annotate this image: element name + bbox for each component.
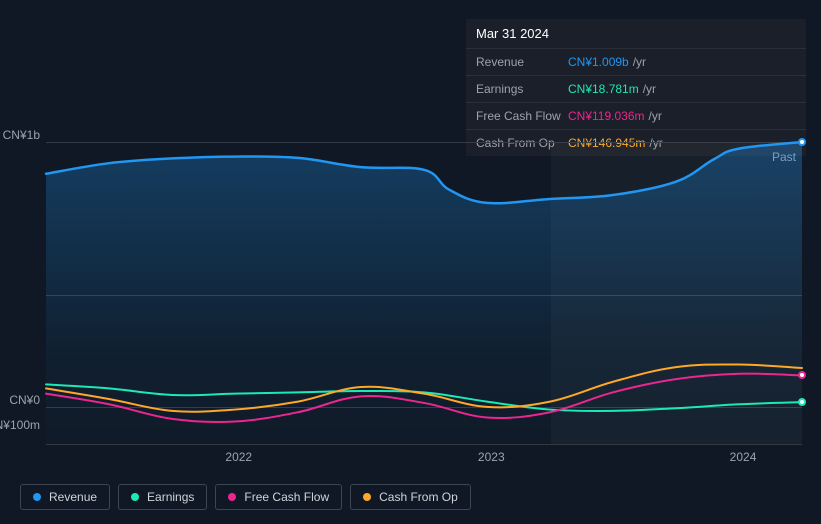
grid-line [46, 444, 802, 445]
legend-dot-icon [33, 493, 41, 501]
legend-item-revenue[interactable]: Revenue [20, 484, 110, 510]
legend-dot-icon [131, 493, 139, 501]
tooltip-metric-suffix: /yr [633, 55, 646, 69]
legend-label: Revenue [49, 490, 97, 504]
data-tooltip: Mar 31 2024 RevenueCN¥1.009b/yrEarningsC… [466, 19, 806, 156]
chart-plot-area: Past [46, 142, 802, 444]
legend-label: Free Cash Flow [244, 490, 329, 504]
legend-dot-icon [363, 493, 371, 501]
tooltip-row: Free Cash FlowCN¥119.036m/yr [466, 102, 806, 129]
legend-label: Earnings [147, 490, 194, 504]
tooltip-metric-suffix: /yr [643, 82, 656, 96]
legend-item-cash-from-op[interactable]: Cash From Op [350, 484, 471, 510]
legend: Revenue Earnings Free Cash Flow Cash From O… [20, 484, 471, 510]
legend-item-earnings[interactable]: Earnings [118, 484, 207, 510]
x-axis-label: 2023 [478, 450, 505, 464]
tooltip-metric-value: CN¥1.009b [568, 55, 629, 69]
x-axis-label: 2024 [730, 450, 757, 464]
y-axis-label: CN¥1b [0, 128, 40, 142]
tooltip-row: RevenueCN¥1.009b/yr [466, 48, 806, 75]
tooltip-date: Mar 31 2024 [466, 19, 806, 48]
tooltip-metric-suffix: /yr [649, 109, 662, 123]
tooltip-row: EarningsCN¥18.781m/yr [466, 75, 806, 102]
series-area-revenue [46, 142, 802, 444]
tooltip-metric-label: Earnings [476, 82, 568, 96]
tooltip-metric-label: Free Cash Flow [476, 109, 568, 123]
legend-item-free-cash-flow[interactable]: Free Cash Flow [215, 484, 342, 510]
series-end-marker [798, 371, 806, 379]
y-axis-label: -CN¥100m [0, 418, 40, 432]
series-end-marker [798, 138, 806, 146]
tooltip-metric-value: CN¥18.781m [568, 82, 639, 96]
tooltip-metric-label: Revenue [476, 55, 568, 69]
legend-label: Cash From Op [379, 490, 458, 504]
chart-container: Mar 31 2024 RevenueCN¥1.009b/yrEarningsC… [0, 0, 821, 524]
legend-dot-icon [228, 493, 236, 501]
tooltip-metric-value: CN¥119.036m [568, 109, 645, 123]
series-end-marker [798, 398, 806, 406]
x-axis-label: 2022 [225, 450, 252, 464]
chart-svg [46, 142, 802, 444]
y-axis-label: CN¥0 [0, 393, 40, 407]
x-axis: 2022 2023 2024 [46, 450, 802, 470]
